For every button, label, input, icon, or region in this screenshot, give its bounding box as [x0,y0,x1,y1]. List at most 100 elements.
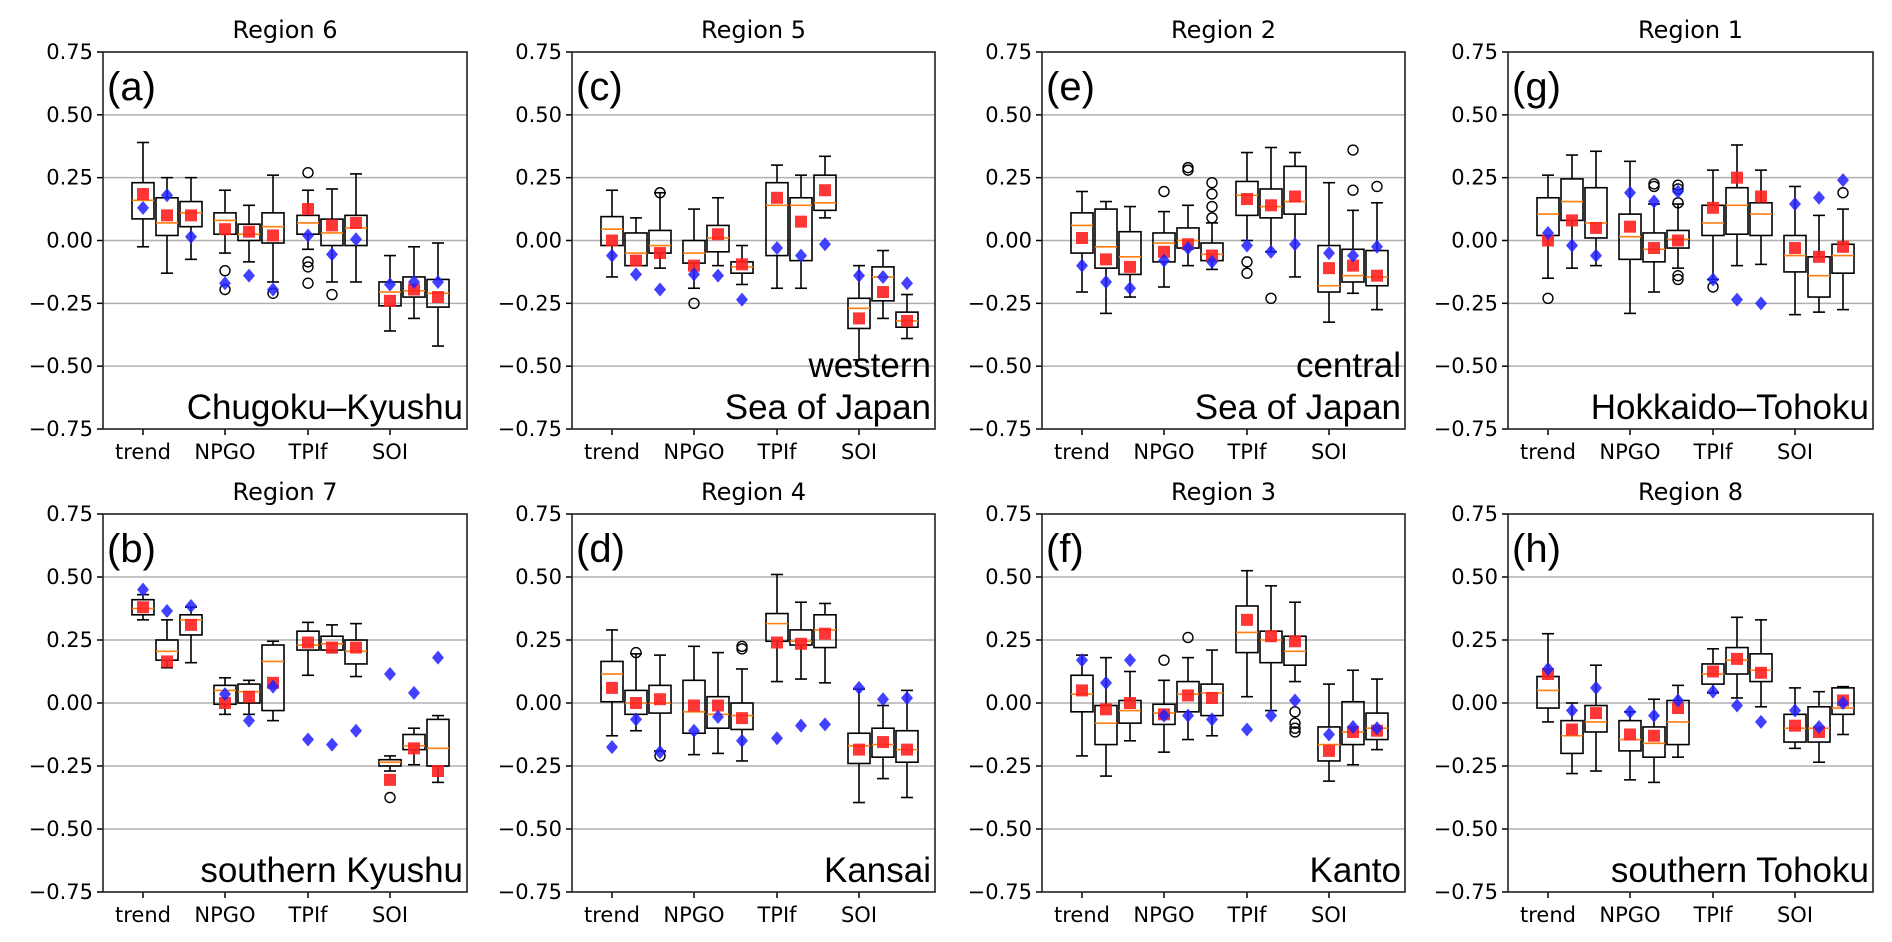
outlier-point [1206,200,1218,213]
x-tick-label-trend: trend [584,903,640,927]
box-iqr [1725,186,1749,236]
y-tick-label: 0.75 [46,40,93,64]
y-tick-label: −0.75 [968,417,1032,441]
reference-marker [712,268,724,283]
y-tick-label: −0.50 [968,817,1032,841]
y-tick-label: 0.75 [1451,502,1498,526]
mean-marker [1323,262,1335,275]
reference-marker [326,247,338,262]
outlier-point [384,791,396,804]
y-tick-label: 0.75 [515,40,562,64]
box-tpif-1 [296,166,320,289]
panel-c: 0.75 0.50 0.25 0.00 −0.25 −0.50 −0.75 trend NPGO… [498,16,936,464]
box-iqr [871,727,895,758]
box-tpif-3 [1749,169,1773,311]
mean-marker [1813,250,1825,263]
y-tick-label: 0.00 [1451,229,1498,253]
reference-marker [408,274,420,289]
box-npgo-2 [706,196,730,283]
mean-marker [1566,214,1578,227]
box-iqr [1283,165,1307,215]
panel-f: 0.75 0.50 0.25 0.00 −0.25 −0.50 −0.75 trend NPGO… [968,478,1406,927]
box-iqr [1749,202,1773,237]
outlier-point [654,187,666,199]
reference-marker [1182,241,1194,256]
y-tick-label: 0.25 [46,166,93,190]
reference-marker [1672,184,1684,199]
box-soi-2 [871,692,895,780]
reference-marker [1124,281,1136,296]
x-tick-label-trend: trend [1054,903,1110,927]
outlier-point [1289,717,1301,729]
box-trend-1 [1070,653,1094,757]
box-npgo-1 [1152,654,1176,753]
mean-marker [1347,259,1359,272]
box-tpif-2 [789,601,813,733]
box-npgo-3 [730,640,754,762]
reference-marker [1755,714,1767,729]
reference-marker [1182,708,1194,723]
panel-letter: (c) [576,65,623,109]
mean-marker [1241,193,1253,206]
axes-frame [1041,513,1406,893]
box-soi-1 [1783,185,1807,316]
y-tick-label: 0.00 [1451,691,1498,715]
y-tick-label: 0.50 [515,103,562,127]
x-tick-label-soi: SOI [1311,903,1347,927]
box-iqr [648,684,672,714]
box-npgo-1 [213,676,237,716]
reference-marker [1566,703,1578,718]
x-tick-label-trend: trend [1520,440,1576,464]
panel-title: Region 8 [1638,478,1743,506]
mean-marker [1289,635,1301,648]
reference-marker [795,248,807,263]
reference-marker [606,740,618,755]
x-tick-label-soi: SOI [1777,903,1813,927]
mean-marker [384,294,396,307]
x-tick-label-npgo: NPGO [1599,440,1660,464]
box-soi-2 [402,245,426,320]
outlier-point [1206,176,1218,189]
box-tpif-3 [1749,619,1773,729]
box-iqr [813,613,837,649]
box-trend-3 [1584,150,1608,267]
panel-letter: (f) [1046,527,1084,571]
reference-marker [302,228,314,243]
outlier-point [1265,292,1277,305]
region-label: Chugoku–Kyushu [187,388,463,427]
box-soi-1 [1317,181,1341,323]
panel-title: Region 6 [232,16,337,44]
outlier-point [1158,185,1170,198]
mean-marker [606,681,618,694]
reference-marker [161,188,173,203]
x-tick-label-trend: trend [584,440,640,464]
y-tick-label: 0.25 [1451,166,1498,190]
mean-marker [771,636,783,649]
reference-marker [1241,238,1253,253]
reference-marker [384,667,396,682]
box-iqr [426,718,450,767]
reference-marker [350,723,362,738]
box-tpif-2 [1259,146,1283,305]
y-tick-label: 0.75 [46,502,93,526]
box-iqr [1584,704,1608,733]
y-tick-label: −0.25 [1434,291,1498,315]
region-label: central [1296,346,1401,385]
outlier-point [302,256,314,268]
reference-marker [185,598,197,613]
reference-marker [161,604,173,619]
reference-marker [1648,194,1660,209]
x-tick-label-soi: SOI [841,440,877,464]
box-tpif-1 [1701,169,1725,293]
reference-marker [1813,190,1825,205]
box-npgo-1 [1618,704,1642,781]
mean-marker [326,219,338,232]
box-soi-2 [1807,690,1831,764]
outlier-point [302,166,314,179]
mean-marker [877,286,889,299]
box-npgo-1 [682,645,706,756]
mean-marker [408,742,420,755]
panel-title: Region 4 [701,478,806,506]
reference-marker [350,232,362,247]
